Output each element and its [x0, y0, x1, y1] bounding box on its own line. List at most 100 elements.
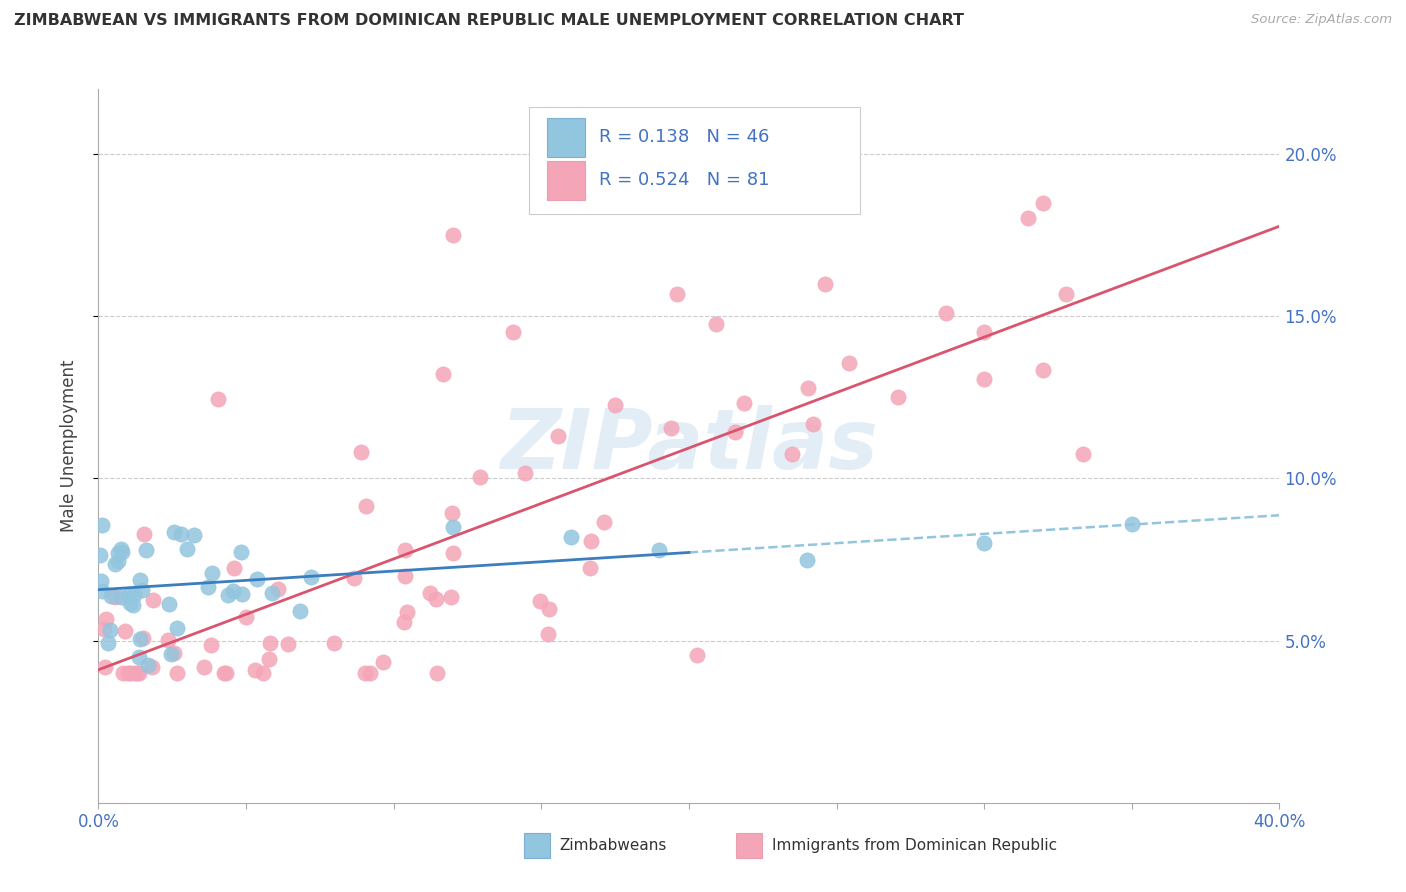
Point [579, 533, 602, 548]
Point [111, 545, 134, 559]
Point [354, 499, 377, 513]
Point [1073, 447, 1095, 461]
Y-axis label: Male Unemployment: Male Unemployment [59, 359, 77, 533]
Point [973, 326, 995, 340]
Point [394, 615, 416, 629]
Point [166, 621, 188, 635]
Point [1032, 363, 1054, 377]
Point [107, 546, 129, 560]
Point [441, 228, 464, 243]
Point [104, 558, 127, 572]
Point [217, 588, 239, 602]
Point [141, 660, 163, 674]
Point [665, 286, 688, 301]
Point [394, 543, 416, 558]
Point [419, 586, 441, 600]
Point [135, 543, 157, 558]
Point [163, 525, 186, 540]
Point [593, 515, 616, 529]
Point [359, 666, 381, 681]
Point [724, 425, 747, 439]
Point [396, 605, 419, 619]
Point [704, 317, 727, 331]
Point [222, 561, 245, 575]
Point [183, 528, 205, 542]
Point [935, 306, 957, 320]
Point [117, 666, 139, 681]
Point [603, 398, 626, 412]
Point [426, 666, 449, 681]
Point [782, 446, 804, 460]
Text: R = 0.138   N = 46: R = 0.138 N = 46 [599, 128, 769, 146]
FancyBboxPatch shape [547, 118, 585, 157]
Point [122, 599, 145, 613]
Point [117, 588, 139, 602]
Point [441, 506, 464, 520]
Point [441, 520, 464, 534]
Point [354, 666, 377, 681]
Point [229, 545, 252, 559]
Point [97, 636, 120, 650]
Point [110, 541, 132, 556]
Point [246, 572, 269, 586]
Point [235, 610, 257, 624]
Point [138, 658, 160, 673]
Point [157, 632, 180, 647]
Point [166, 666, 188, 681]
Point [112, 666, 135, 681]
Point [257, 652, 280, 666]
Point [207, 392, 229, 406]
Point [94, 660, 117, 674]
Point [440, 591, 463, 605]
Point [243, 663, 266, 677]
Point [277, 637, 299, 651]
Point [104, 590, 127, 604]
Point [90, 583, 112, 598]
Point [93, 622, 115, 636]
Text: ZIMBABWEAN VS IMMIGRANTS FROM DOMINICAN REPUBLIC MALE UNEMPLOYMENT CORRELATION C: ZIMBABWEAN VS IMMIGRANTS FROM DOMINICAN … [14, 13, 965, 29]
Point [394, 569, 416, 583]
Point [973, 536, 995, 550]
Text: Source: ZipAtlas.com: Source: ZipAtlas.com [1251, 13, 1392, 27]
Point [157, 597, 180, 611]
Point [98, 624, 121, 638]
Point [201, 566, 224, 581]
Point [470, 470, 492, 484]
Point [120, 596, 142, 610]
Point [1032, 195, 1054, 210]
Point [796, 552, 818, 566]
Point [1054, 286, 1077, 301]
Point [100, 589, 122, 603]
Point [502, 325, 524, 339]
Point [128, 649, 150, 664]
Point [89, 548, 111, 562]
Point [886, 390, 908, 404]
Point [373, 655, 395, 669]
Point [648, 542, 671, 557]
Point [547, 429, 569, 443]
Point [259, 636, 281, 650]
Point [1121, 516, 1143, 531]
Point [733, 396, 755, 410]
Point [128, 666, 150, 681]
Point [973, 372, 995, 386]
Point [685, 648, 707, 662]
Point [215, 666, 238, 681]
Point [252, 666, 274, 681]
Point [132, 631, 155, 645]
Point [212, 666, 235, 681]
Point [222, 584, 245, 599]
Point [797, 381, 820, 395]
Point [299, 570, 322, 584]
Point [114, 624, 136, 638]
FancyBboxPatch shape [523, 833, 550, 858]
Text: Zimbabweans: Zimbabweans [560, 838, 666, 853]
Point [131, 582, 153, 597]
Point [110, 590, 132, 604]
Point [513, 466, 536, 480]
Point [529, 593, 551, 607]
Text: Immigrants from Dominican Republic: Immigrants from Dominican Republic [772, 838, 1057, 853]
Point [560, 530, 582, 544]
Point [432, 367, 454, 381]
Point [290, 604, 312, 618]
